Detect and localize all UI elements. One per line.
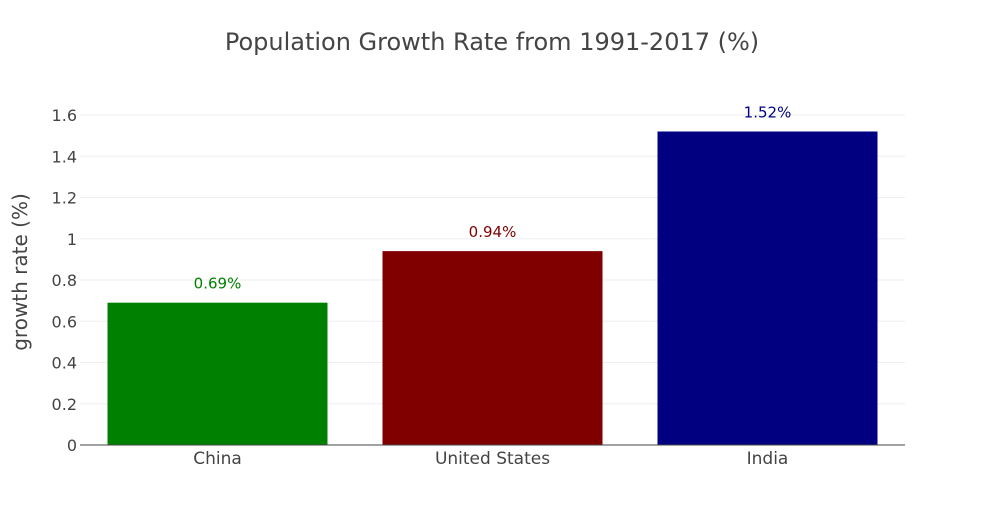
y-tick-label: 0.8: [52, 271, 77, 290]
data-label: 0.69%: [194, 275, 242, 293]
y-tick-label: 0.6: [52, 312, 77, 331]
y-axis-title: growth rate (%): [8, 193, 32, 351]
bars: [107, 131, 878, 445]
y-tick-label: 0.4: [52, 354, 77, 373]
y-tick-label: 1.2: [52, 189, 77, 208]
y-tick-label: 1.6: [52, 106, 77, 125]
y-axis-ticks: 0 0.2 0.4 0.6 0.8 1 1.2 1.4 1.6: [52, 106, 77, 455]
x-axis-ticks: China United States India: [193, 449, 788, 469]
y-tick-label: 1.4: [52, 147, 77, 166]
x-tick-label: India: [747, 449, 789, 469]
data-labels: 0.69% 0.94% 1.52%: [194, 104, 792, 293]
data-label: 1.52%: [744, 104, 792, 122]
y-tick-label: 1: [67, 230, 77, 249]
y-tick-label: 0.2: [52, 395, 77, 414]
y-tick-label: 0: [67, 436, 77, 455]
x-tick-label: United States: [435, 449, 550, 469]
bar: [382, 251, 603, 445]
bar: [657, 131, 878, 445]
chart-title: Population Growth Rate from 1991-2017 (%…: [225, 28, 759, 56]
data-label: 0.94%: [469, 223, 517, 241]
bar: [107, 302, 328, 445]
x-tick-label: China: [193, 449, 242, 469]
